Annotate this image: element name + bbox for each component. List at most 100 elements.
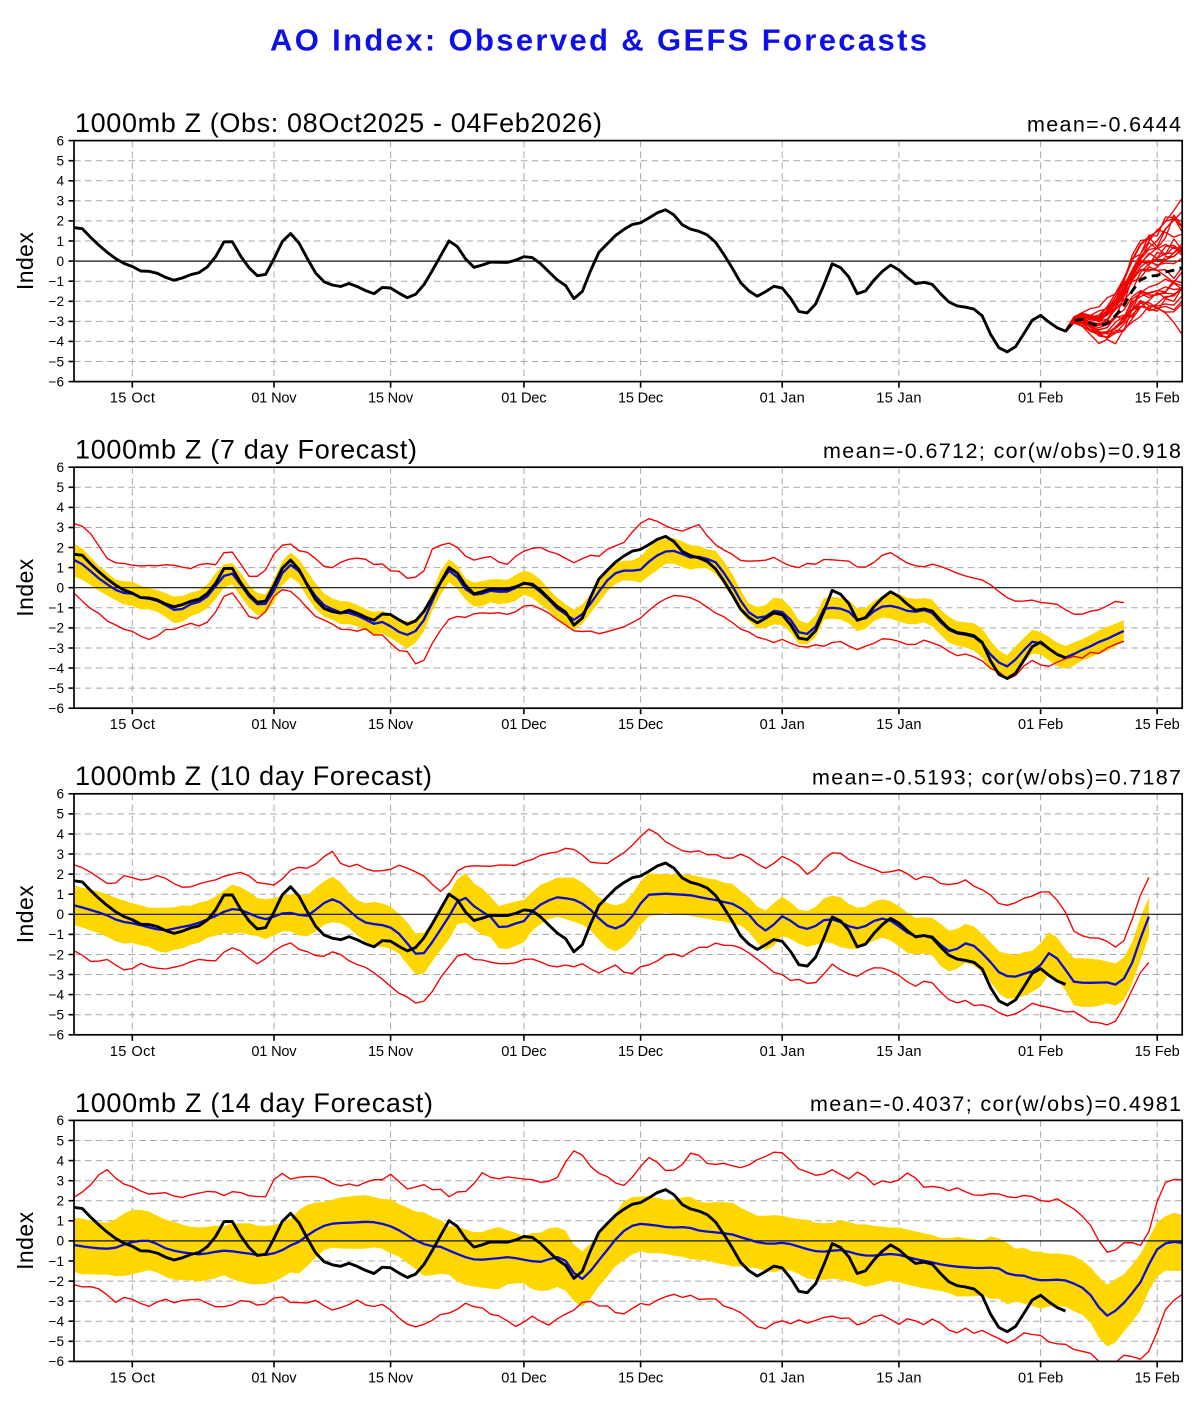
svg-text:15 Dec: 15 Dec xyxy=(618,391,663,407)
svg-text:01 Jan: 01 Jan xyxy=(760,391,805,407)
svg-text:−6: −6 xyxy=(49,701,65,716)
svg-text:15 Jan: 15 Jan xyxy=(876,1044,921,1060)
svg-text:4: 4 xyxy=(56,500,64,515)
svg-text:15 Jan: 15 Jan xyxy=(876,391,921,407)
svg-text:1000mb Z (14 day Forecast): 1000mb Z (14 day Forecast) xyxy=(75,1088,433,1118)
svg-text:−4: −4 xyxy=(49,987,65,1002)
svg-text:01 Dec: 01 Dec xyxy=(501,1044,546,1060)
svg-text:6: 6 xyxy=(56,787,64,802)
svg-text:−6: −6 xyxy=(49,1028,65,1043)
svg-text:15 Nov: 15 Nov xyxy=(368,391,414,407)
svg-text:AO Index: Observed & GEFS Fore: AO Index: Observed & GEFS Forecasts xyxy=(270,23,927,58)
svg-text:mean=-0.6712; cor(w/obs)=0.918: mean=-0.6712; cor(w/obs)=0.918 xyxy=(823,439,1181,463)
svg-text:−5: −5 xyxy=(49,681,65,696)
svg-text:−1: −1 xyxy=(49,601,65,616)
svg-text:−2: −2 xyxy=(49,621,65,636)
svg-text:3: 3 xyxy=(56,194,64,209)
svg-text:2: 2 xyxy=(56,867,64,882)
svg-text:−1: −1 xyxy=(49,927,65,942)
svg-text:Index: Index xyxy=(12,1211,38,1270)
svg-text:15 Nov: 15 Nov xyxy=(368,1370,414,1386)
svg-text:Index: Index xyxy=(12,232,38,291)
svg-text:15 Oct: 15 Oct xyxy=(110,1370,155,1386)
svg-text:01 Nov: 01 Nov xyxy=(251,1370,297,1386)
svg-text:−2: −2 xyxy=(49,294,65,309)
svg-text:6: 6 xyxy=(56,460,64,475)
svg-text:−3: −3 xyxy=(49,641,65,656)
svg-text:15 Feb: 15 Feb xyxy=(1135,1370,1180,1386)
svg-text:3: 3 xyxy=(56,1174,64,1189)
svg-text:15 Feb: 15 Feb xyxy=(1135,1044,1180,1060)
svg-text:4: 4 xyxy=(56,174,64,189)
svg-text:01 Jan: 01 Jan xyxy=(760,1044,805,1060)
svg-text:0: 0 xyxy=(56,907,64,922)
svg-text:−6: −6 xyxy=(49,374,65,389)
svg-text:5: 5 xyxy=(56,480,64,495)
svg-text:15 Jan: 15 Jan xyxy=(876,1370,921,1386)
svg-text:1000mb Z (7 day Forecast): 1000mb Z (7 day Forecast) xyxy=(75,435,417,465)
svg-text:2: 2 xyxy=(56,1194,64,1209)
svg-text:−4: −4 xyxy=(49,661,65,676)
svg-text:01 Feb: 01 Feb xyxy=(1018,717,1063,733)
svg-text:mean=-0.6444: mean=-0.6444 xyxy=(1027,112,1181,136)
svg-text:−3: −3 xyxy=(49,314,65,329)
svg-text:15 Dec: 15 Dec xyxy=(618,1044,663,1060)
svg-text:15 Jan: 15 Jan xyxy=(876,717,921,733)
svg-text:−5: −5 xyxy=(49,1008,65,1023)
svg-text:01 Dec: 01 Dec xyxy=(501,391,546,407)
svg-text:01 Feb: 01 Feb xyxy=(1018,391,1063,407)
svg-text:15 Nov: 15 Nov xyxy=(368,1044,414,1060)
svg-text:5: 5 xyxy=(56,807,64,822)
svg-text:mean=-0.4037; cor(w/obs)=0.498: mean=-0.4037; cor(w/obs)=0.4981 xyxy=(810,1092,1181,1116)
svg-text:−4: −4 xyxy=(49,1314,65,1329)
svg-text:15 Feb: 15 Feb xyxy=(1135,717,1180,733)
svg-text:1: 1 xyxy=(56,887,64,902)
svg-text:3: 3 xyxy=(56,520,64,535)
svg-text:15 Oct: 15 Oct xyxy=(110,717,155,733)
svg-text:01 Feb: 01 Feb xyxy=(1018,1370,1063,1386)
svg-text:01 Jan: 01 Jan xyxy=(760,1370,805,1386)
svg-text:01 Feb: 01 Feb xyxy=(1018,1044,1063,1060)
svg-text:4: 4 xyxy=(56,827,64,842)
svg-text:2: 2 xyxy=(56,540,64,555)
svg-text:−2: −2 xyxy=(49,1274,65,1289)
svg-text:Index: Index xyxy=(12,558,38,617)
svg-text:mean=-0.5193; cor(w/obs)=0.718: mean=-0.5193; cor(w/obs)=0.7187 xyxy=(812,766,1181,790)
svg-text:15 Dec: 15 Dec xyxy=(618,1370,663,1386)
svg-text:−3: −3 xyxy=(49,1294,65,1309)
svg-text:5: 5 xyxy=(56,1133,64,1148)
svg-text:1000mb Z (Obs: 08Oct2025 - 04F: 1000mb Z (Obs: 08Oct2025 - 04Feb2026) xyxy=(75,108,602,138)
svg-text:0: 0 xyxy=(56,254,64,269)
svg-text:01 Nov: 01 Nov xyxy=(251,391,297,407)
svg-text:01 Dec: 01 Dec xyxy=(501,1370,546,1386)
svg-text:−4: −4 xyxy=(49,334,65,349)
svg-text:4: 4 xyxy=(56,1153,64,1168)
svg-text:1: 1 xyxy=(56,234,64,249)
svg-text:01 Dec: 01 Dec xyxy=(501,717,546,733)
svg-text:2: 2 xyxy=(56,214,64,229)
svg-text:15 Dec: 15 Dec xyxy=(618,717,663,733)
svg-text:1: 1 xyxy=(56,1214,64,1229)
svg-text:15 Oct: 15 Oct xyxy=(110,1044,155,1060)
svg-text:3: 3 xyxy=(56,847,64,862)
svg-text:15 Oct: 15 Oct xyxy=(110,391,155,407)
svg-text:6: 6 xyxy=(56,1113,64,1128)
svg-text:Index: Index xyxy=(12,885,38,944)
svg-text:01 Jan: 01 Jan xyxy=(760,717,805,733)
svg-text:−6: −6 xyxy=(49,1354,65,1369)
svg-text:5: 5 xyxy=(56,154,64,169)
svg-text:−1: −1 xyxy=(49,1254,65,1269)
svg-text:0: 0 xyxy=(56,1234,64,1249)
svg-text:−5: −5 xyxy=(49,1334,65,1349)
svg-text:6: 6 xyxy=(56,133,64,148)
svg-text:01 Nov: 01 Nov xyxy=(251,1044,297,1060)
svg-text:−3: −3 xyxy=(49,967,65,982)
svg-text:−2: −2 xyxy=(49,947,65,962)
svg-text:15 Nov: 15 Nov xyxy=(368,717,414,733)
svg-text:1000mb Z (10 day Forecast): 1000mb Z (10 day Forecast) xyxy=(75,761,432,791)
svg-text:−1: −1 xyxy=(49,274,65,289)
svg-text:1: 1 xyxy=(56,560,64,575)
svg-text:0: 0 xyxy=(56,581,64,596)
svg-text:01 Nov: 01 Nov xyxy=(251,717,297,733)
svg-text:15 Feb: 15 Feb xyxy=(1135,391,1180,407)
